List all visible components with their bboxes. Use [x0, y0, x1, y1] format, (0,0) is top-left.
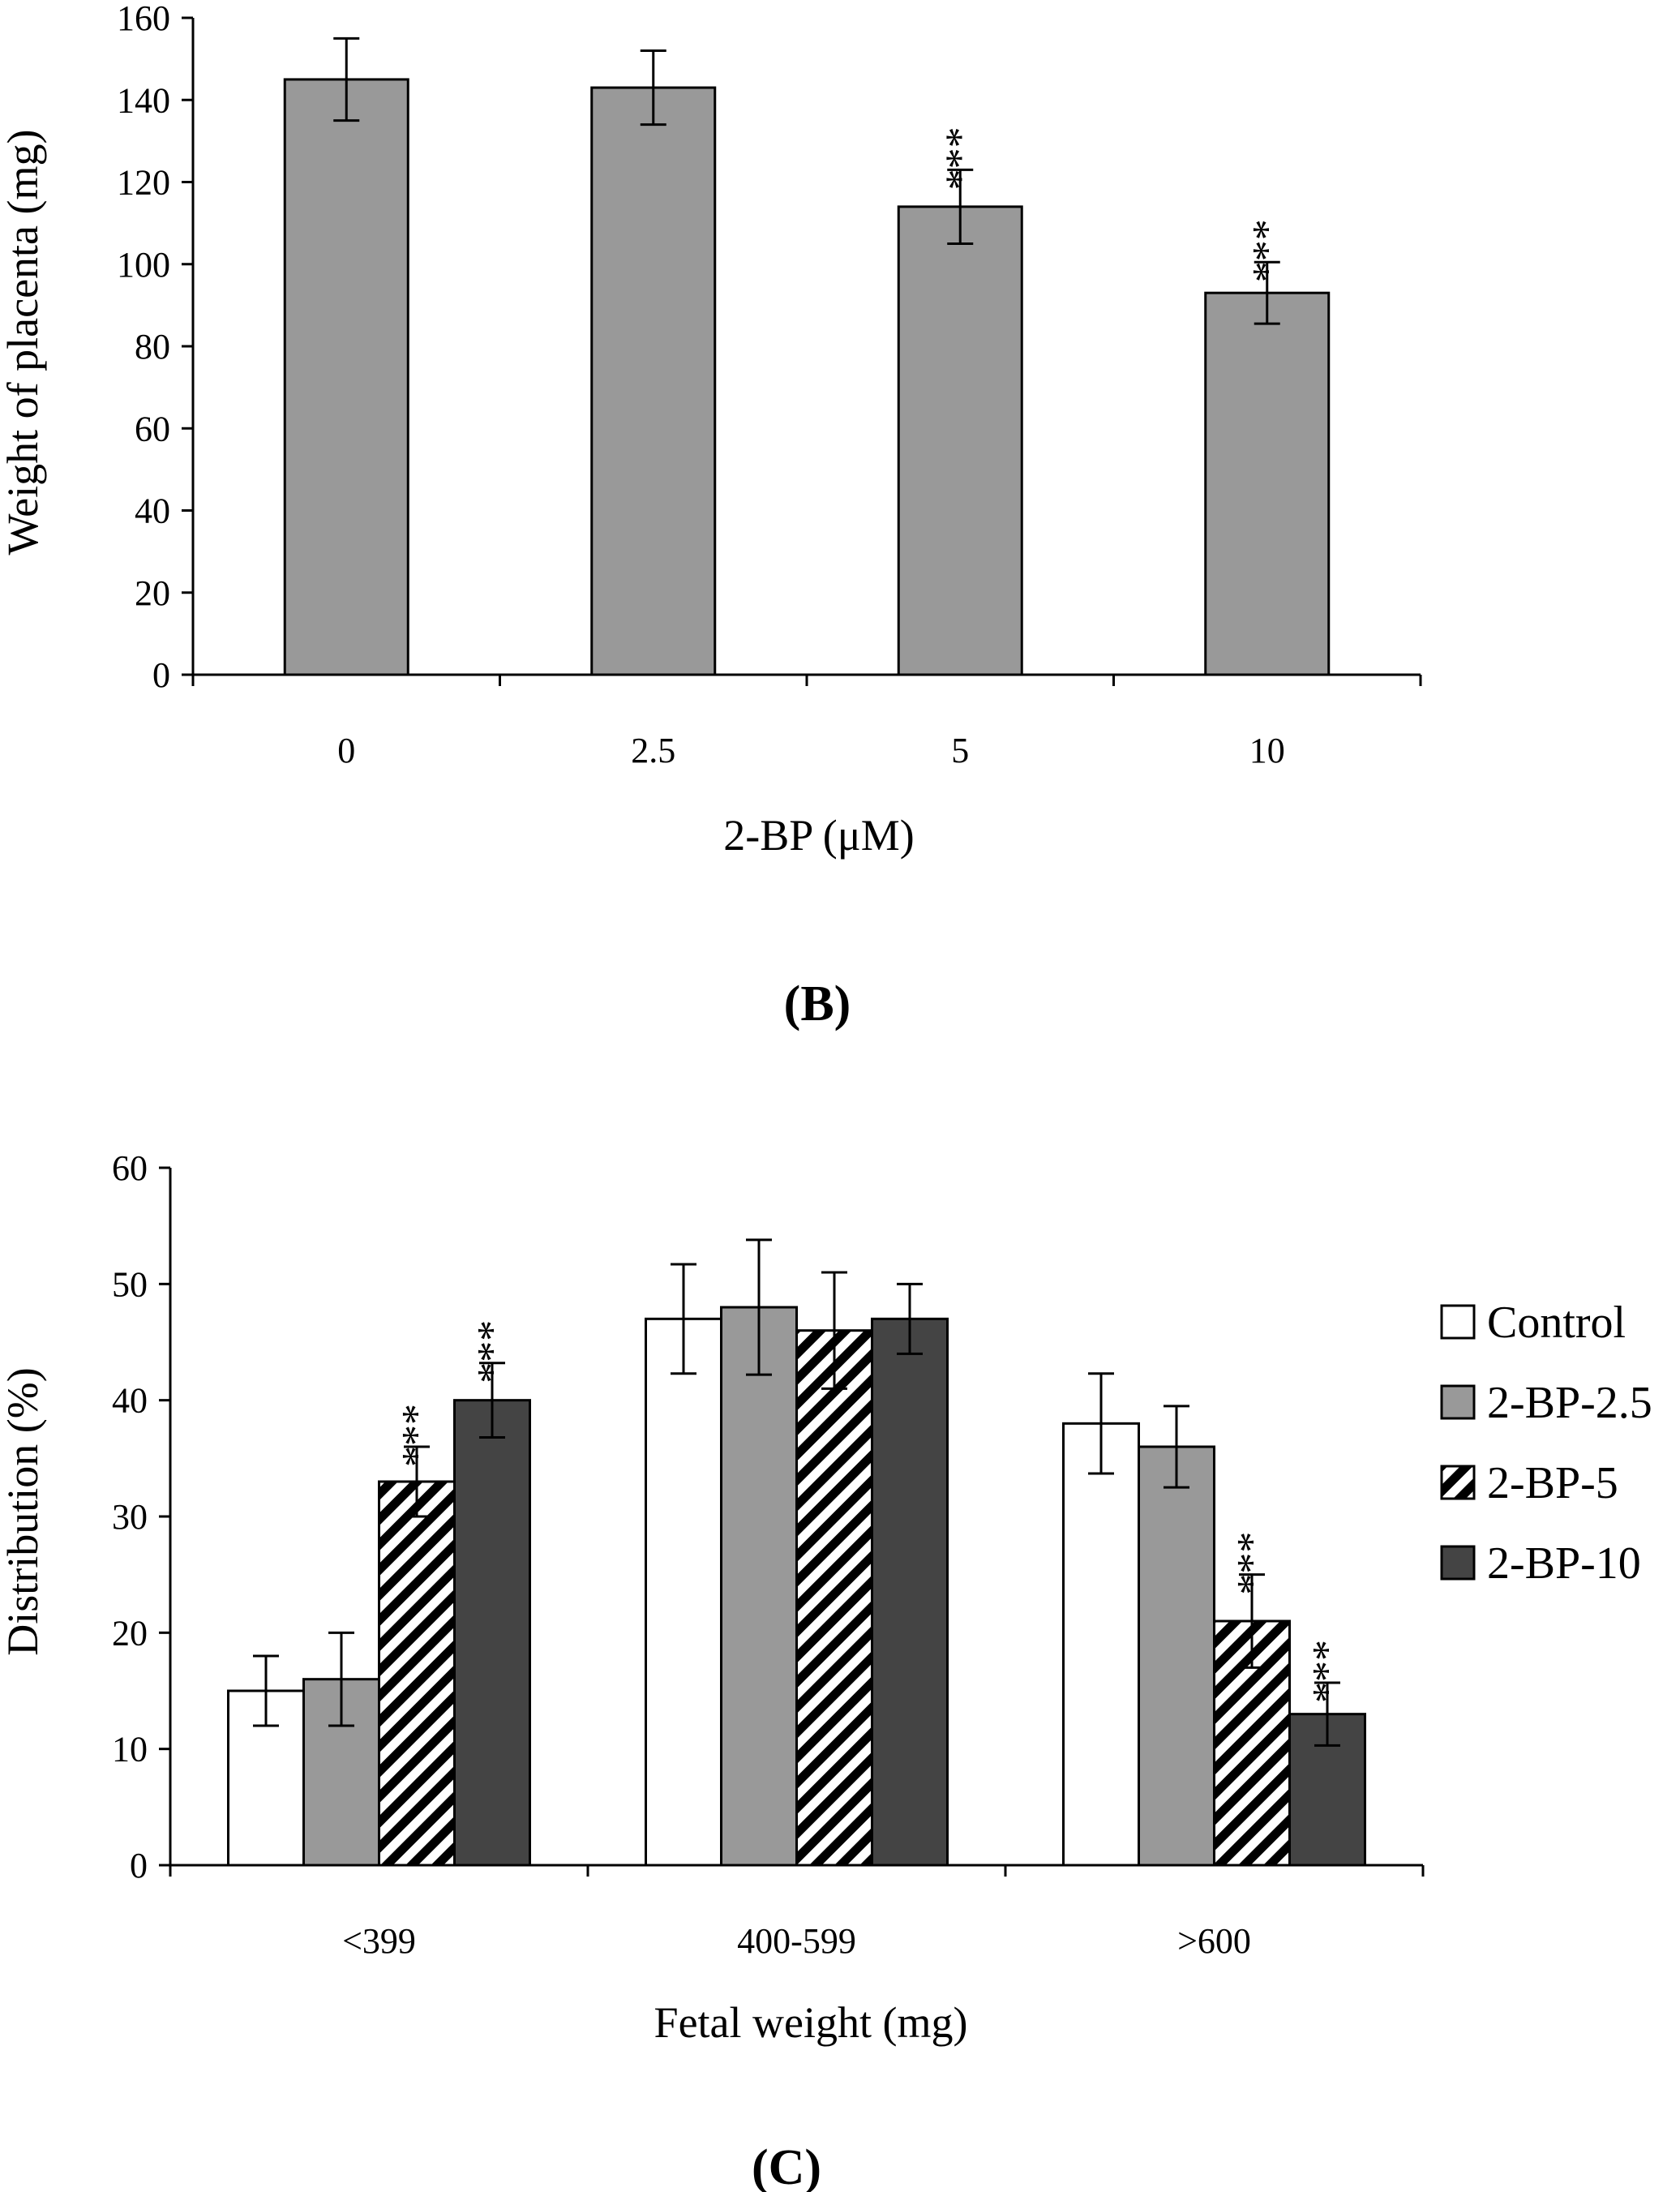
placenta-bar-0	[283, 78, 409, 676]
distribution-significance-2-bp-10-600: ***	[1305, 1640, 1351, 1703]
distribution-x-tick-label: 400-599	[737, 1921, 856, 1961]
legend-label-2-bp-10: 2-BP-10	[1487, 1538, 1641, 1589]
placenta-y-tick-label: 20	[135, 573, 170, 613]
placenta-significance-10: ***	[1245, 219, 1291, 282]
placenta-bar-5	[897, 205, 1023, 676]
legend-swatch-2-bp-10	[1440, 1545, 1476, 1581]
distribution-bar-control-600	[1062, 1422, 1140, 1867]
distribution-x-tick-label: <399	[342, 1921, 416, 1961]
placenta-y-tick-label: 0	[152, 655, 170, 695]
distribution-bar-2-bp-10-400-599	[871, 1317, 949, 1867]
placenta-y-tick-label: 80	[135, 327, 170, 367]
placenta-x-tick-label: 5	[951, 731, 969, 770]
distribution-y-tick-label: 50	[112, 1264, 148, 1304]
distribution-x-axis-title: Fetal weight (mg)	[654, 1998, 968, 2047]
placenta-y-tick-label: 100	[117, 245, 170, 285]
legend-swatch-control	[1440, 1304, 1476, 1340]
distribution-y-tick-label: 0	[130, 1846, 148, 1885]
placenta-y-tick-label: 40	[135, 491, 170, 531]
legend-swatch-2-bp-2-5	[1440, 1384, 1476, 1420]
panel-label-b: (B)	[784, 976, 851, 1032]
placenta-bar-2-5	[590, 86, 717, 676]
placenta-x-tick-label: 0	[337, 731, 355, 770]
distribution-y-axis-title: Distribution (%)	[0, 1367, 47, 1655]
fetal-distribution-chart: Control 2-BP-2.5 2-BP-5 2-BP-10 Distributio…	[0, 1148, 1652, 2192]
placenta-y-tick-label: 140	[117, 80, 170, 120]
distribution-bar-2-bp-5-400-599	[795, 1329, 873, 1867]
legend-label-2-bp-5: 2-BP-5	[1487, 1458, 1618, 1508]
placenta-weight-chart: Weight of placenta (mg) 2-BP (μM) (B) 0 2…	[0, 0, 1422, 1032]
placenta-bar-10	[1204, 291, 1331, 676]
distribution-significance-2-bp-5-399: ***	[394, 1404, 440, 1467]
panel-label-c: (C)	[752, 2140, 821, 2192]
placenta-y-tick-label: 160	[117, 0, 170, 38]
legend-label-control: Control	[1487, 1298, 1626, 1348]
placenta-significance-5: ***	[937, 127, 984, 190]
distribution-y-tick-label: 40	[112, 1381, 148, 1421]
distribution-y-tick-label: 10	[112, 1730, 148, 1769]
distribution-bar-2-bp-5-399	[378, 1480, 456, 1867]
distribution-bar-2-bp-2-5-400-599	[720, 1306, 798, 1867]
distribution-bar-control-400-599	[645, 1317, 722, 1867]
distribution-significance-2-bp-5-600: ***	[1229, 1532, 1275, 1595]
distribution-bar-2-bp-2-5-600	[1138, 1445, 1215, 1867]
distribution-significance-2-bp-10-399: ***	[469, 1320, 516, 1383]
placenta-x-tick-label: 2.5	[631, 731, 675, 770]
placenta-x-tick-label: 10	[1249, 731, 1285, 770]
placenta-y-tick-label: 60	[135, 409, 170, 448]
distribution-y-tick-label: 60	[112, 1148, 148, 1188]
distribution-legend: Control 2-BP-2.5 2-BP-5 2-BP-10	[1440, 1298, 1652, 1589]
placenta-y-tick-label: 120	[117, 163, 170, 203]
legend-swatch-2-bp-5	[1440, 1465, 1476, 1500]
placenta-y-axis-title: Weight of placenta (mg)	[0, 130, 47, 556]
placenta-x-axis-title: 2-BP (μM)	[723, 811, 914, 860]
legend-label-2-bp-2-5: 2-BP-2.5	[1487, 1378, 1652, 1428]
distribution-y-tick-label: 30	[112, 1497, 148, 1537]
distribution-x-tick-label: >600	[1177, 1921, 1251, 1961]
distribution-bar-2-bp-10-399	[453, 1399, 531, 1867]
distribution-y-tick-label: 20	[112, 1613, 148, 1653]
